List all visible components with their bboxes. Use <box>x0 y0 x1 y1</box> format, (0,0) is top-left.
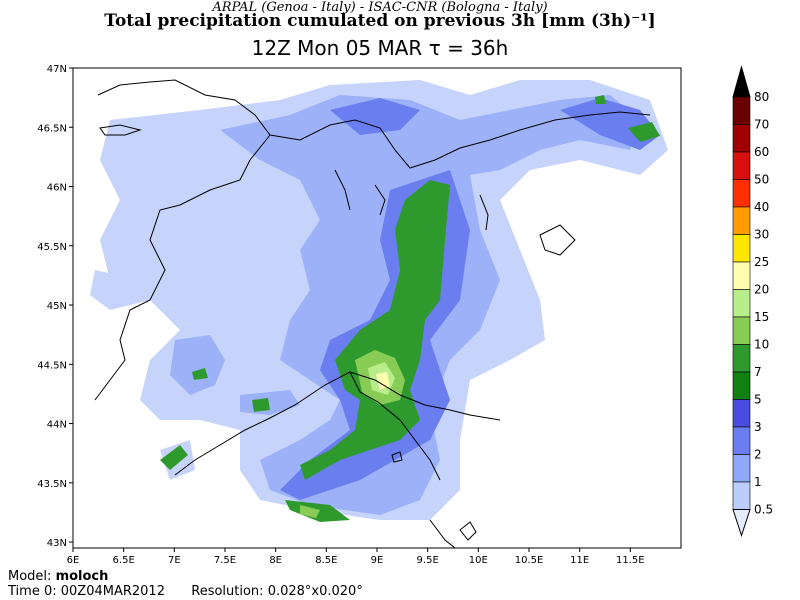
island-elba <box>391 451 403 463</box>
lon-tick-label: 11.5E <box>616 555 645 566</box>
colorbar-swatch <box>732 316 751 345</box>
lon-tick-label: 7.5E <box>214 555 236 566</box>
time-label: Time 0: <box>8 584 57 599</box>
valid-time: 12Z Mon 05 MAR τ = 36h <box>251 36 509 60</box>
tuscan-coast <box>429 519 456 548</box>
resolution-value: 0.028°x0.020° <box>267 584 363 599</box>
colorbar-overflow-triangle <box>732 65 751 98</box>
colorbar-label: 70 <box>754 118 769 132</box>
colorbar-label: 2 <box>754 448 762 462</box>
lake-como <box>374 184 386 216</box>
precip-band-1 <box>170 335 225 395</box>
colorbar-swatch <box>732 426 751 455</box>
colorbar-swatch <box>732 481 751 510</box>
colorbar-swatch <box>732 289 751 318</box>
colorbar-label: 15 <box>754 310 769 324</box>
colorbar-swatch <box>732 344 751 373</box>
precip-band-7 <box>160 445 188 470</box>
lat-tick-label: 46N <box>47 183 67 194</box>
lon-tick-label: 9.5E <box>417 555 439 566</box>
colorbar-label: 0.5 <box>754 503 773 517</box>
lake-geneva <box>99 124 142 136</box>
lat-tick-label: 43.5N <box>37 479 67 490</box>
colorbar-label: 25 <box>754 255 769 269</box>
precip-band-3 <box>330 98 420 135</box>
precip-band-3 <box>560 98 660 150</box>
alpine-border <box>269 111 651 169</box>
colorbar-swatch <box>732 371 751 400</box>
model-label: Model: <box>8 569 52 584</box>
colorbar-swatch <box>732 151 751 180</box>
precip-band-0-5 <box>90 270 150 310</box>
precip-band-7 <box>192 368 208 380</box>
lon-tick-label: 10.5E <box>515 555 544 566</box>
longitude-axis: 6E 6.5E 7E 7.5E 8E 8.5E 9E 9.5E 10E 10.5E 11E 11.5E <box>67 548 645 566</box>
lon-tick-label: 11E <box>570 555 589 566</box>
colorbar-swatch <box>732 234 751 263</box>
lat-tick-label: 45.5N <box>37 242 67 253</box>
credit-line: ARPAL (Genoa - Italy) - ISAC-CNR (Bologn… <box>212 0 548 15</box>
map-title: Total precipitation cumulated on previou… <box>104 11 656 31</box>
lon-tick-label: 10E <box>469 555 488 566</box>
colorbar-swatch <box>732 261 751 290</box>
lake-maggiore <box>334 169 351 211</box>
model-line: Model: moloch <box>8 569 108 584</box>
colorbar-label: 30 <box>754 228 769 242</box>
colorbar-swatch <box>732 399 751 428</box>
time-value: 00Z04MAR2012 <box>60 584 165 599</box>
latitude-axis: 47N 46.5N 46N 45.5N 45N 44.5N 44N 43.5N 43N <box>37 64 73 549</box>
precip-band-7 <box>628 122 660 142</box>
colorbar-label: 10 <box>754 338 769 352</box>
lon-tick-label: 7E <box>168 555 181 566</box>
lat-tick-label: 43N <box>47 538 67 549</box>
lat-tick-label: 47N <box>47 64 67 75</box>
colorbar-label: 7 <box>754 365 762 379</box>
lake-garda <box>479 194 489 231</box>
colorbar-label: 5 <box>754 393 762 407</box>
colorbar-swatch <box>732 206 751 235</box>
time-line: Time 0: 00Z04MAR2012 Resolution: 0.028°x… <box>8 584 363 599</box>
colorbar-underflow-triangle <box>732 509 751 538</box>
precipitation-field <box>90 80 668 522</box>
precip-band-7 <box>595 95 606 104</box>
alpine-border <box>94 79 271 401</box>
apennine-border <box>349 371 441 481</box>
colorbar-swatch <box>732 124 751 153</box>
resolution-label: Resolution: <box>191 584 264 599</box>
model-value: moloch <box>55 569 109 584</box>
precip-band-10 <box>300 505 320 518</box>
dalmatian-coast <box>539 224 576 256</box>
colorbar-label: 20 <box>754 283 769 297</box>
colorbar-label: 3 <box>754 420 762 434</box>
lon-tick-label: 6E <box>67 555 80 566</box>
colorbar-label: 60 <box>754 145 769 159</box>
lon-tick-label: 8.5E <box>315 555 337 566</box>
lat-tick-label: 46.5N <box>37 123 67 134</box>
coastline-borders <box>94 79 651 548</box>
lat-tick-label: 45N <box>47 301 67 312</box>
colorbar-swatch <box>732 96 751 125</box>
lat-tick-label: 44.5N <box>37 360 67 371</box>
colorbar-label: 80 <box>754 90 769 104</box>
colorbar-label: 40 <box>754 200 769 214</box>
lat-tick-label: 44N <box>47 420 67 431</box>
colorbar-swatch <box>732 179 751 208</box>
precip-band-7 <box>252 398 270 412</box>
colorbar: 80 70 60 50 40 30 25 20 15 10 7 5 3 2 1 0.5 <box>732 65 773 538</box>
lon-tick-label: 6.5E <box>113 555 135 566</box>
ligurian-coast <box>174 371 501 476</box>
colorbar-swatch <box>732 454 751 483</box>
precip-band-20 <box>376 372 390 390</box>
island-corsica <box>459 521 477 541</box>
precip-band-7 <box>300 180 450 480</box>
lon-tick-label: 9E <box>371 555 384 566</box>
lon-tick-label: 8E <box>269 555 282 566</box>
colorbar-label: 1 <box>754 475 762 489</box>
colorbar-label: 50 <box>754 173 769 187</box>
